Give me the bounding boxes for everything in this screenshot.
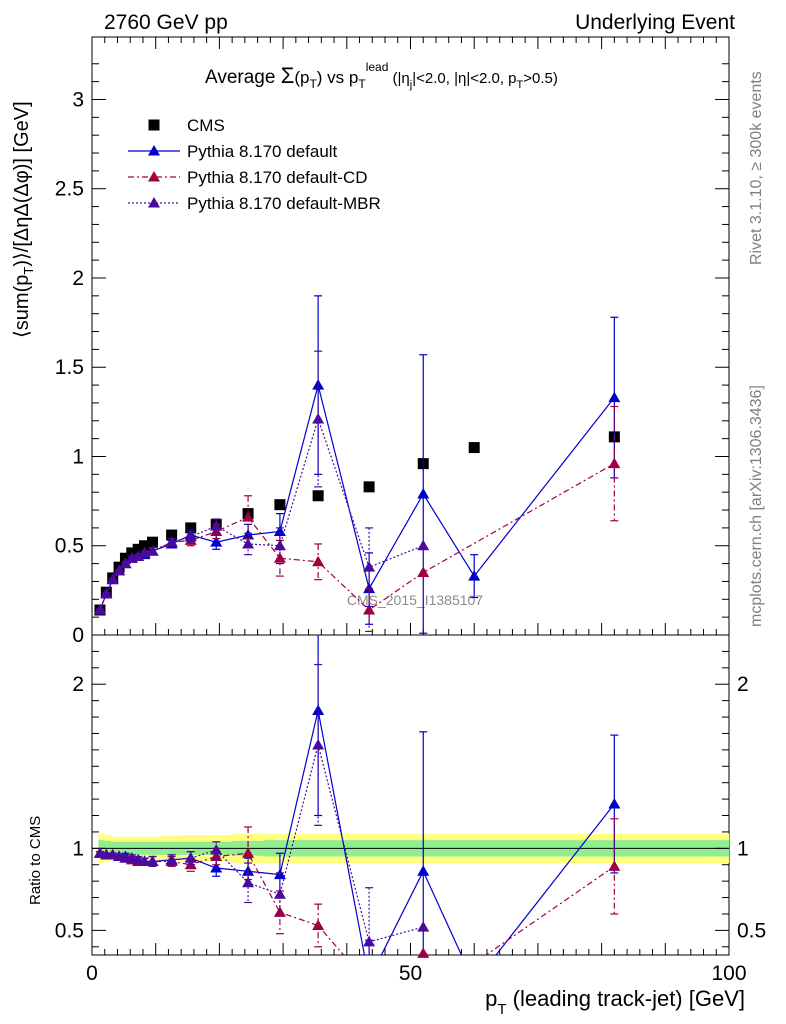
main-point-default	[468, 570, 481, 581]
main-point-mbr	[119, 557, 132, 569]
ratio-point-mbr	[138, 855, 151, 866]
ratio-point-mbr	[184, 852, 197, 863]
ratio-point-mbr	[165, 853, 178, 865]
ratio-point-default	[210, 862, 223, 873]
main-point-cd	[417, 566, 430, 578]
side-label-mcplots: mcplots.cern.ch [arXiv:1306.3436]	[748, 385, 765, 627]
main-point-mbr	[273, 539, 286, 551]
main-y-tick-label: 3	[72, 88, 84, 111]
plot-title: Average Σ(pT) vs pTlead (|ηj|<2.0, |η|<2…	[205, 60, 558, 91]
ratio-point-mbr	[146, 855, 159, 866]
cms-data-point	[468, 442, 480, 454]
ratio-y-axis-label: Ratio to CMS	[27, 816, 44, 905]
main-point-cd	[608, 457, 621, 469]
main-point-default	[273, 525, 286, 536]
main-panel-series	[93, 295, 621, 634]
main-point-mbr	[100, 587, 113, 599]
x-tick-label: 50	[399, 962, 422, 985]
main-y-tick-label: 2	[72, 267, 84, 290]
ratio-point-mbr	[417, 921, 430, 932]
main-point-mbr	[184, 530, 197, 542]
main-y-tick-label: 1	[72, 445, 84, 468]
ratio-point-mbr	[242, 876, 255, 888]
cms-data-point	[132, 543, 144, 555]
legend-label: Pythia 8.170 default-CD	[187, 168, 368, 187]
cms-data-point	[274, 499, 286, 511]
main-y-tick-label: 0	[72, 624, 84, 647]
x-tick-label: 0	[86, 962, 98, 985]
ratio-point-cd	[312, 919, 325, 930]
main-y-tick-label: 1.5	[55, 356, 84, 379]
ratio-point-mbr	[210, 843, 223, 855]
ratio-point-cd	[417, 947, 430, 958]
main-point-mbr	[312, 413, 325, 424]
ratio-point-cd	[608, 860, 621, 871]
legend-marker-mbr	[148, 197, 160, 208]
legend-label: CMS	[187, 116, 225, 135]
main-point-default	[363, 582, 376, 594]
ratio-y-tick-label-right: 1	[737, 837, 749, 860]
ratio-point-cd	[273, 906, 286, 917]
ratio-y-tick-label: 1	[72, 837, 84, 860]
main-point-mbr	[93, 604, 106, 615]
header-left: 2760 GeV pp	[104, 11, 228, 34]
header-right: Underlying Event	[575, 11, 735, 34]
cms-data-point	[139, 540, 151, 552]
ratio-y-tick-label: 0.5	[55, 919, 84, 942]
ratio-y-tick-label-right: 0.5	[737, 919, 766, 942]
ratio-point-mbr	[273, 888, 286, 899]
main-point-mbr	[242, 537, 255, 549]
main-point-mbr	[165, 536, 178, 547]
main-point-mbr	[363, 561, 376, 572]
ratio-point-mbr	[363, 935, 376, 947]
main-point-mbr	[417, 539, 430, 551]
legend-label: Pythia 8.170 default	[187, 142, 338, 161]
main-point-mbr	[146, 545, 159, 556]
main-y-tick-label: 2.5	[55, 178, 84, 201]
ratio-point-cd	[242, 847, 255, 858]
analysis-watermark: CMS_2015_I1385107	[347, 592, 483, 608]
ratio-point-mbr	[312, 738, 325, 750]
main-point-mbr	[113, 564, 126, 576]
main-line-cd	[99, 463, 615, 611]
ratio-panel-frame	[91, 634, 730, 956]
cms-data-point	[147, 536, 159, 548]
legend: CMS Pythia 8.170 default Pythia 8.170 defa…	[128, 116, 381, 213]
ratio-point-default	[417, 865, 430, 876]
main-line-mbr	[99, 417, 424, 611]
x-tick-label: 100	[711, 962, 746, 985]
ratio-y-tick-label: 2	[72, 673, 84, 696]
main-point-cd	[363, 604, 376, 615]
main-point-mbr	[210, 520, 223, 531]
main-point-cd	[242, 511, 255, 522]
main-line-default	[99, 384, 615, 611]
cms-uncertainty-band	[92, 833, 729, 864]
main-point-cd	[312, 555, 325, 567]
cms-data-point	[185, 522, 197, 534]
main-y-axis-label: ⟨sum(pT)⟩/[ΔηΔ(Δφ)] [GeV]	[11, 101, 36, 338]
main-point-mbr	[132, 550, 145, 561]
axis-ticks: 00.511.522.530.5 0.51 12 20 50 100	[55, 37, 766, 985]
legend-marker-default	[148, 145, 160, 156]
cms-data-point	[312, 490, 324, 502]
ratio-y-tick-label-right: 2	[737, 673, 749, 696]
ratio-panel-series	[93, 635, 621, 958]
side-label-rivet: Rivet 3.1.10, ≥ 300k events	[748, 71, 765, 265]
main-point-default	[608, 391, 621, 403]
ratio-point-default	[608, 798, 621, 809]
cms-data-point	[363, 481, 375, 493]
main-point-default	[210, 536, 223, 547]
legend-label: Pythia 8.170 default-MBR	[187, 194, 381, 213]
main-point-default	[417, 487, 430, 499]
cms-data-point	[166, 529, 178, 541]
legend-marker-cms	[148, 119, 160, 131]
legend-marker-cd	[148, 171, 160, 182]
x-axis-label: pT (leading track-jet) [GeV]	[485, 986, 745, 1018]
main-point-mbr	[106, 573, 119, 585]
main-y-tick-label: 0.5	[55, 535, 84, 558]
